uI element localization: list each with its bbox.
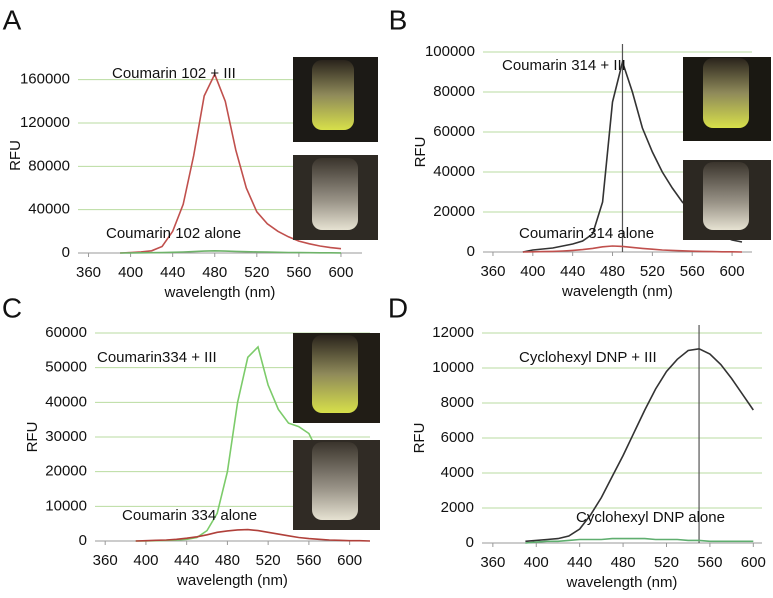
- y-tick-label: 100000: [425, 43, 475, 60]
- photo: [683, 57, 771, 141]
- y-tick-label: 30000: [45, 428, 87, 445]
- line: [120, 72, 342, 254]
- x-tick-label: 520: [244, 264, 269, 281]
- x-tick-label: 360: [93, 552, 118, 569]
- y-axis-label: RFU: [411, 423, 428, 454]
- panel-label: D: [388, 292, 408, 323]
- x-tick-label: 560: [697, 554, 722, 571]
- x-tick-label: 480: [202, 264, 227, 281]
- y-axis-label: RFU: [7, 140, 24, 171]
- panel-label: C: [2, 292, 22, 323]
- line: [525, 347, 754, 543]
- y-tick-label: 20000: [433, 203, 475, 220]
- x-tick-label: 440: [560, 263, 585, 280]
- photo: [293, 57, 378, 142]
- x-tick-label: 600: [741, 554, 766, 571]
- y-tick-label: 0: [467, 243, 475, 260]
- x-tick-label: 480: [611, 554, 636, 571]
- x-tick-label: 480: [600, 263, 625, 280]
- y-tick-label: 120000: [20, 114, 70, 131]
- x-tick-label: 360: [76, 264, 101, 281]
- line: [525, 537, 754, 544]
- y-axis-label: RFU: [24, 422, 41, 453]
- series-label: Coumarin 102 alone: [106, 225, 241, 242]
- y-tick-label: 6000: [441, 429, 474, 446]
- y-tick-label: 50000: [45, 359, 87, 376]
- y-tick-label: 80000: [433, 83, 475, 100]
- line: [522, 245, 743, 253]
- y-tick-label: 0: [79, 532, 87, 549]
- y-tick-label: 10000: [432, 359, 474, 376]
- y-tick-label: 0: [466, 534, 474, 551]
- x-tick-label: 400: [133, 552, 158, 569]
- series-label: Cyclohexyl DNP + III: [519, 349, 657, 366]
- x-tick-label: 520: [640, 263, 665, 280]
- x-tick-label: 520: [256, 552, 281, 569]
- x-tick-label: 440: [567, 554, 592, 571]
- series-label: Coumarin 334 alone: [122, 507, 257, 524]
- series-label: Coumarin 314 alone: [519, 225, 654, 242]
- y-tick-label: 40000: [28, 201, 70, 218]
- line: [135, 528, 371, 542]
- x-tick-label: 440: [160, 264, 185, 281]
- x-tick-label: 560: [680, 263, 705, 280]
- y-tick-label: 40000: [433, 163, 475, 180]
- x-tick-label: 400: [524, 554, 549, 571]
- series-label: Cyclohexyl DNP alone: [576, 509, 725, 526]
- x-axis-label: wavelength (nm): [561, 283, 673, 300]
- x-tick-label: 440: [174, 552, 199, 569]
- line: [120, 249, 342, 254]
- y-tick-label: 160000: [20, 71, 70, 88]
- y-axis-label: RFU: [412, 137, 429, 168]
- x-tick-label: 400: [118, 264, 143, 281]
- y-tick-label: 20000: [45, 463, 87, 480]
- photo: [683, 160, 771, 240]
- series-label: Coumarin 102 + III: [112, 65, 236, 82]
- x-tick-label: 360: [480, 263, 505, 280]
- x-tick-label: 560: [296, 552, 321, 569]
- series-label: Coumarin 314 + III: [502, 57, 626, 74]
- y-tick-label: 8000: [441, 394, 474, 411]
- x-tick-label: 600: [328, 264, 353, 281]
- y-tick-label: 80000: [28, 157, 70, 174]
- panel-label: B: [389, 4, 408, 35]
- x-tick-label: 400: [520, 263, 545, 280]
- y-tick-label: 60000: [433, 123, 475, 140]
- photo: [293, 333, 380, 423]
- photo: [293, 155, 378, 240]
- y-tick-label: 10000: [45, 497, 87, 514]
- x-tick-label: 600: [337, 552, 362, 569]
- y-tick-label: 4000: [441, 464, 474, 481]
- x-tick-label: 560: [286, 264, 311, 281]
- x-axis-label: wavelength (nm): [566, 574, 678, 591]
- x-tick-label: 600: [720, 263, 745, 280]
- x-axis-label: wavelength (nm): [164, 284, 276, 301]
- x-axis-label: wavelength (nm): [176, 572, 288, 589]
- y-tick-label: 60000: [45, 324, 87, 341]
- x-tick-label: 480: [215, 552, 240, 569]
- x-tick-label: 520: [654, 554, 679, 571]
- y-tick-label: 0: [62, 244, 70, 261]
- y-tick-label: 40000: [45, 393, 87, 410]
- series-label: Coumarin334 + III: [97, 349, 217, 366]
- y-tick-label: 2000: [441, 499, 474, 516]
- x-tick-label: 360: [480, 554, 505, 571]
- panel-label: A: [3, 4, 22, 35]
- y-tick-label: 12000: [432, 324, 474, 341]
- photo: [293, 440, 380, 530]
